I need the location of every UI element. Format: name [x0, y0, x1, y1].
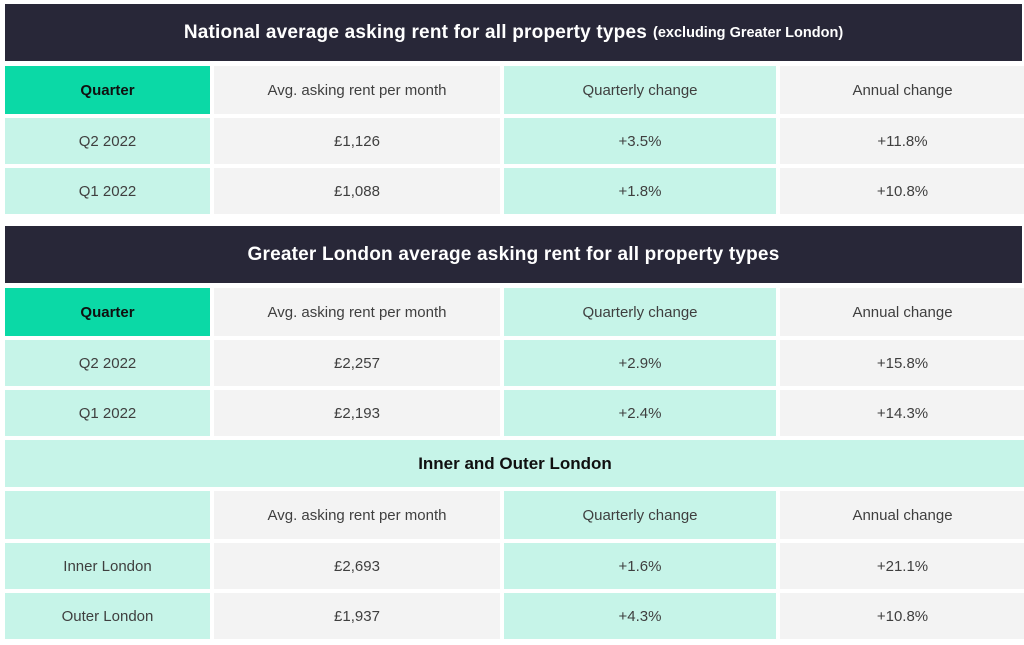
column-header-annual-change: Annual change — [780, 66, 1024, 114]
national-table-title-note: (excluding Greater London) — [653, 24, 844, 41]
annual-change-value: +15.8% — [780, 340, 1024, 386]
quarterly-change-value: +2.4% — [504, 390, 776, 436]
national-table: Quarter Avg. asking rent per month Quart… — [5, 66, 1024, 214]
column-header-quarterly-change: Quarterly change — [504, 288, 776, 336]
greater-london-table: Quarter Avg. asking rent per month Quart… — [5, 288, 1024, 639]
column-header-annual-change: Annual change — [780, 288, 1024, 336]
column-header-quarterly-change: Quarterly change — [504, 66, 776, 114]
quarterly-change-value: +1.6% — [504, 543, 776, 589]
column-header-annual-change: Annual change — [780, 491, 1024, 539]
column-header-quarterly-change: Quarterly change — [504, 491, 776, 539]
avg-rent-value: £1,937 — [214, 593, 500, 639]
greater-london-rent-section: Greater London average asking rent for a… — [5, 226, 1024, 639]
column-header-avg-rent: Avg. asking rent per month — [214, 491, 500, 539]
avg-rent-value: £1,126 — [214, 118, 500, 164]
avg-rent-value: £1,088 — [214, 168, 500, 214]
column-header-quarter: Quarter — [5, 66, 210, 114]
annual-change-value: +14.3% — [780, 390, 1024, 436]
national-table-title-bar: National average asking rent for all pro… — [5, 4, 1022, 61]
column-header-quarter: Quarter — [5, 288, 210, 336]
row-label: Inner London — [5, 543, 210, 589]
row-label: Q2 2022 — [5, 118, 210, 164]
greater-london-table-title: Greater London average asking rent for a… — [247, 243, 780, 265]
inner-outer-london-subheader: Inner and Outer London — [5, 440, 1024, 487]
column-header-avg-rent: Avg. asking rent per month — [214, 66, 500, 114]
annual-change-value: +10.8% — [780, 593, 1024, 639]
quarterly-change-value: +1.8% — [504, 168, 776, 214]
column-header-empty — [5, 491, 210, 539]
avg-rent-value: £2,257 — [214, 340, 500, 386]
row-label: Outer London — [5, 593, 210, 639]
quarterly-change-value: +2.9% — [504, 340, 776, 386]
row-label: Q1 2022 — [5, 390, 210, 436]
avg-rent-value: £2,693 — [214, 543, 500, 589]
national-table-title: National average asking rent for all pro… — [183, 21, 648, 43]
row-label: Q1 2022 — [5, 168, 210, 214]
column-header-avg-rent: Avg. asking rent per month — [214, 288, 500, 336]
avg-rent-value: £2,193 — [214, 390, 500, 436]
annual-change-value: +21.1% — [780, 543, 1024, 589]
annual-change-value: +11.8% — [780, 118, 1024, 164]
greater-london-table-title-bar: Greater London average asking rent for a… — [5, 226, 1022, 283]
annual-change-value: +10.8% — [780, 168, 1024, 214]
quarterly-change-value: +4.3% — [504, 593, 776, 639]
row-label: Q2 2022 — [5, 340, 210, 386]
national-rent-section: National average asking rent for all pro… — [5, 4, 1024, 214]
quarterly-change-value: +3.5% — [504, 118, 776, 164]
